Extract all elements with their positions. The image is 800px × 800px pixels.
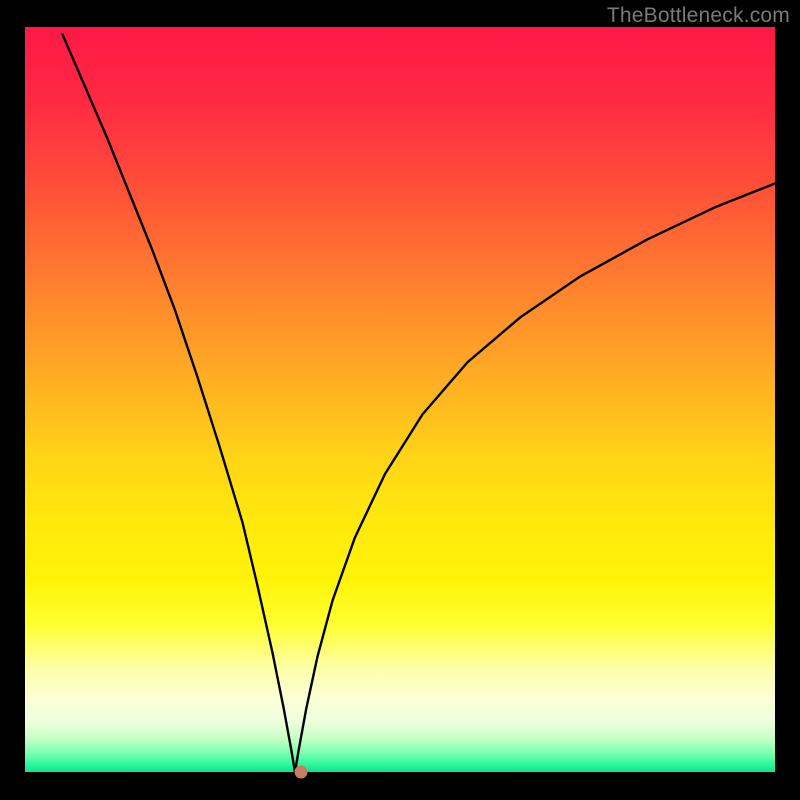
chart-svg xyxy=(0,0,800,800)
plot-gradient-background xyxy=(25,27,775,772)
watermark-text: TheBottleneck.com xyxy=(607,4,790,28)
bottleneck-chart: TheBottleneck.com xyxy=(0,0,800,800)
minimum-marker xyxy=(295,766,308,779)
